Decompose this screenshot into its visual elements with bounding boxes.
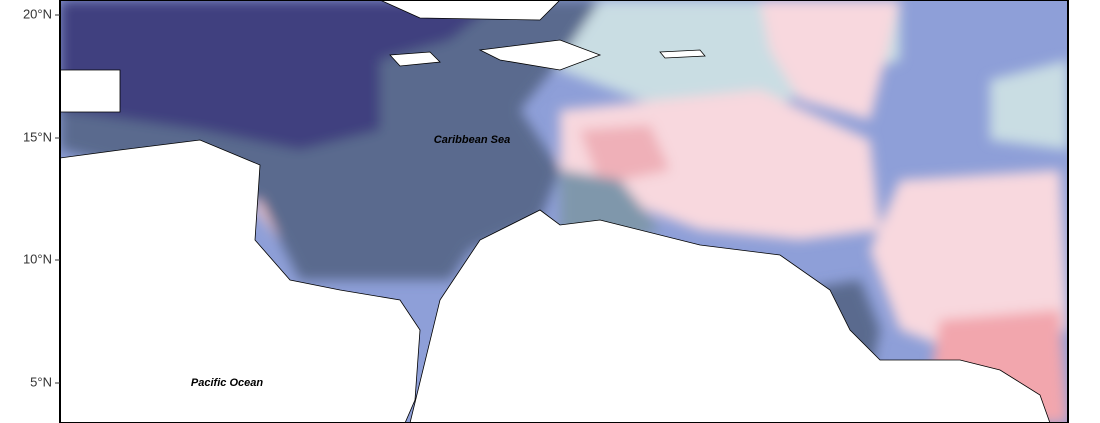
anomaly-field: [60, 0, 1068, 423]
field-pink: [870, 170, 1068, 360]
lat-label: 10°N: [23, 251, 52, 266]
field-pale: [990, 60, 1068, 150]
land-south-america: [409, 209, 1051, 423]
field-pink: [760, 0, 900, 120]
land-yucatan: [60, 69, 121, 113]
land-jamaica: [389, 51, 441, 67]
place-label: Pacific Ocean: [191, 377, 263, 389]
land-cuba: [379, 0, 561, 21]
field-navy: [60, 0, 500, 150]
lat-axis: 20°N 15°N 10°N 5°N: [23, 6, 60, 389]
place-label: Caribbean Sea: [434, 134, 510, 146]
land-puerto-rico: [659, 49, 706, 59]
land-central-america: [60, 139, 421, 423]
field-pink-strong: [580, 125, 670, 185]
map-frame: [59, 0, 1069, 423]
land-hispaniola: [478, 39, 602, 71]
lat-label: 15°N: [23, 129, 52, 144]
lat-label: 5°N: [30, 374, 52, 389]
lat-label: 20°N: [23, 6, 52, 21]
